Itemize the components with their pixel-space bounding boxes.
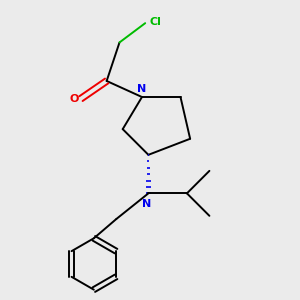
Text: Cl: Cl [150, 16, 162, 27]
Text: N: N [137, 84, 147, 94]
Text: O: O [70, 94, 79, 103]
Text: N: N [142, 199, 152, 209]
